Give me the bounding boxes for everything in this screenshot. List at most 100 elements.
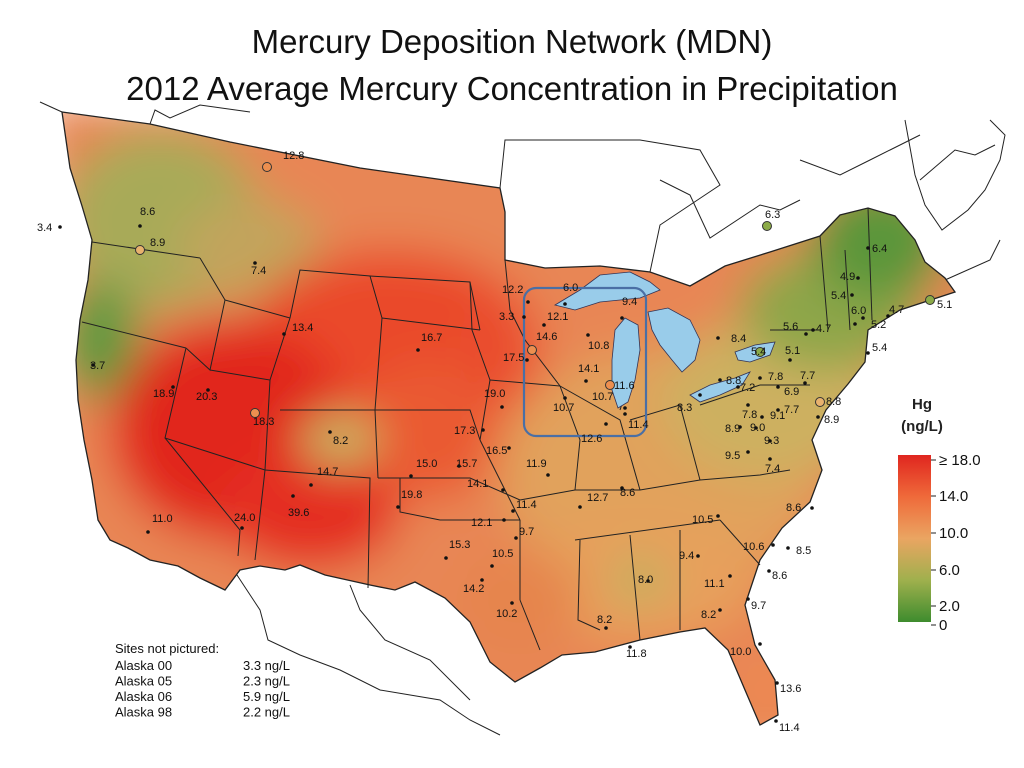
site-value-label: 15.7 bbox=[456, 458, 477, 470]
highlight-box bbox=[522, 286, 648, 438]
site-marker: 8.9 bbox=[135, 237, 165, 255]
site-dot bbox=[328, 430, 332, 434]
site-marker: 5.1 bbox=[925, 295, 952, 311]
site-value-label: 11.4 bbox=[628, 419, 649, 431]
site-value-label: 5.6 bbox=[783, 321, 798, 333]
great-lakes bbox=[553, 271, 776, 409]
site-dot bbox=[886, 314, 890, 318]
site-marker: 9.4 bbox=[620, 296, 637, 320]
site-value-label: 5.4 bbox=[831, 290, 846, 302]
site-marker: 12.8 bbox=[262, 150, 304, 172]
legend-tick-labels: ≥ 18.0 14.0 10.0 6.0 2.0 0 bbox=[931, 452, 981, 634]
site-value-label: 8.8 bbox=[826, 396, 841, 408]
site-marker: 9.7 bbox=[514, 526, 534, 540]
site-value-label: 10.5 bbox=[692, 514, 713, 526]
site-dot bbox=[253, 261, 257, 265]
site-dot bbox=[811, 328, 815, 332]
site-marker: 14.2 bbox=[463, 578, 484, 595]
site-value-label: 7.2 bbox=[740, 382, 755, 394]
site-dot bbox=[500, 405, 504, 409]
site-dot bbox=[586, 333, 590, 337]
site-marker: 8.2 bbox=[328, 430, 348, 447]
site-dot bbox=[563, 302, 567, 306]
site-marker: 6.0 bbox=[851, 305, 866, 320]
site-value-label: 16.5 bbox=[486, 445, 507, 457]
site-dot bbox=[620, 486, 624, 490]
site-value-label: 8.5 bbox=[796, 545, 811, 557]
site-dot bbox=[856, 276, 860, 280]
site-value-label: 20.3 bbox=[196, 391, 217, 403]
site-marker: 14.1 bbox=[467, 478, 505, 492]
site-dot bbox=[501, 488, 505, 492]
site-value-label: 10.2 bbox=[496, 608, 517, 620]
not-pictured-site-value: 5.9 ng/L bbox=[243, 689, 290, 704]
site-marker: 12.7 bbox=[578, 492, 608, 509]
site-value-label: 17.5 bbox=[503, 352, 524, 364]
site-dot bbox=[760, 415, 764, 419]
site-value-label: 8.9 bbox=[725, 423, 740, 435]
site-marker: 17.5 bbox=[503, 352, 529, 364]
not-pictured-site-name: Alaska 00 bbox=[115, 658, 172, 673]
site-marker: 6.9 bbox=[776, 385, 799, 398]
site-value-label: 9.7 bbox=[519, 526, 534, 538]
site-dot bbox=[861, 316, 865, 320]
site-marker: 14.6 bbox=[527, 331, 557, 355]
site-dot bbox=[803, 381, 807, 385]
site-marker: 3.7 bbox=[90, 360, 105, 372]
site-dot bbox=[282, 332, 286, 336]
site-dot bbox=[776, 408, 780, 412]
site-marker: 7.4 bbox=[251, 261, 266, 277]
legend-tick-label: 6.0 bbox=[939, 562, 960, 579]
legend-tick-label: 10.0 bbox=[939, 525, 968, 542]
site-marker: 9.1 bbox=[760, 410, 785, 422]
site-marker: 10.5 bbox=[490, 548, 513, 568]
site-value-label: 13.4 bbox=[292, 322, 313, 334]
site-value-label: 14.1 bbox=[467, 478, 488, 490]
not-pictured-site-value: 2.2 ng/L bbox=[243, 705, 290, 720]
site-marker: 11.1 bbox=[704, 574, 732, 590]
site-value-label: 9.4 bbox=[622, 296, 637, 308]
site-ring-marker bbox=[762, 221, 772, 231]
site-marker: 5.4 bbox=[751, 346, 766, 358]
site-marker: 6.3 bbox=[762, 209, 780, 231]
site-dot bbox=[206, 388, 210, 392]
site-marker: 8.9 bbox=[816, 414, 839, 426]
site-value-label: 9.0 bbox=[750, 422, 765, 434]
site-marker: 13.4 bbox=[282, 322, 313, 336]
site-marker: 4.9 bbox=[840, 271, 860, 283]
site-value-label: 14.6 bbox=[536, 331, 557, 343]
site-dot bbox=[604, 422, 608, 426]
site-dot bbox=[816, 415, 820, 419]
site-value-label: 8.9 bbox=[150, 237, 165, 249]
site-dot bbox=[240, 526, 244, 530]
site-marker: 8.6 bbox=[138, 206, 155, 228]
site-dot bbox=[510, 601, 514, 605]
site-marker: 3.4 bbox=[37, 222, 62, 234]
site-marker: 12.1 bbox=[471, 517, 506, 529]
site-marker: 16.7 bbox=[416, 332, 442, 352]
site-value-label: 13.6 bbox=[780, 683, 801, 695]
site-dot bbox=[746, 450, 750, 454]
site-marker: 10.7 bbox=[592, 391, 627, 410]
site-dot bbox=[514, 536, 518, 540]
site-dot bbox=[758, 642, 762, 646]
site-marker: 8.6 bbox=[620, 486, 635, 499]
site-marker: 5.1 bbox=[785, 345, 800, 362]
site-dot bbox=[396, 505, 400, 509]
site-ring-marker bbox=[135, 245, 145, 255]
site-marker: 11.8 bbox=[626, 645, 647, 660]
site-dot bbox=[758, 376, 762, 380]
not-pictured-site-name: Alaska 98 bbox=[115, 705, 172, 720]
site-marker: 11.0 bbox=[146, 513, 173, 534]
legend-title-hg: Hg bbox=[912, 396, 932, 413]
site-marker: 11.4 bbox=[774, 719, 800, 734]
site-marker: 9.5 bbox=[725, 450, 750, 462]
site-dot bbox=[716, 514, 720, 518]
site-marker: 15.7 bbox=[456, 458, 477, 470]
site-marker: 10.7 bbox=[553, 396, 574, 414]
site-marker: 10.8 bbox=[586, 333, 609, 352]
site-value-label: 7.7 bbox=[800, 370, 815, 382]
site-value-label: 10.8 bbox=[588, 340, 609, 352]
site-value-label: 14.7 bbox=[317, 466, 338, 478]
site-value-label: 9.5 bbox=[725, 450, 740, 462]
